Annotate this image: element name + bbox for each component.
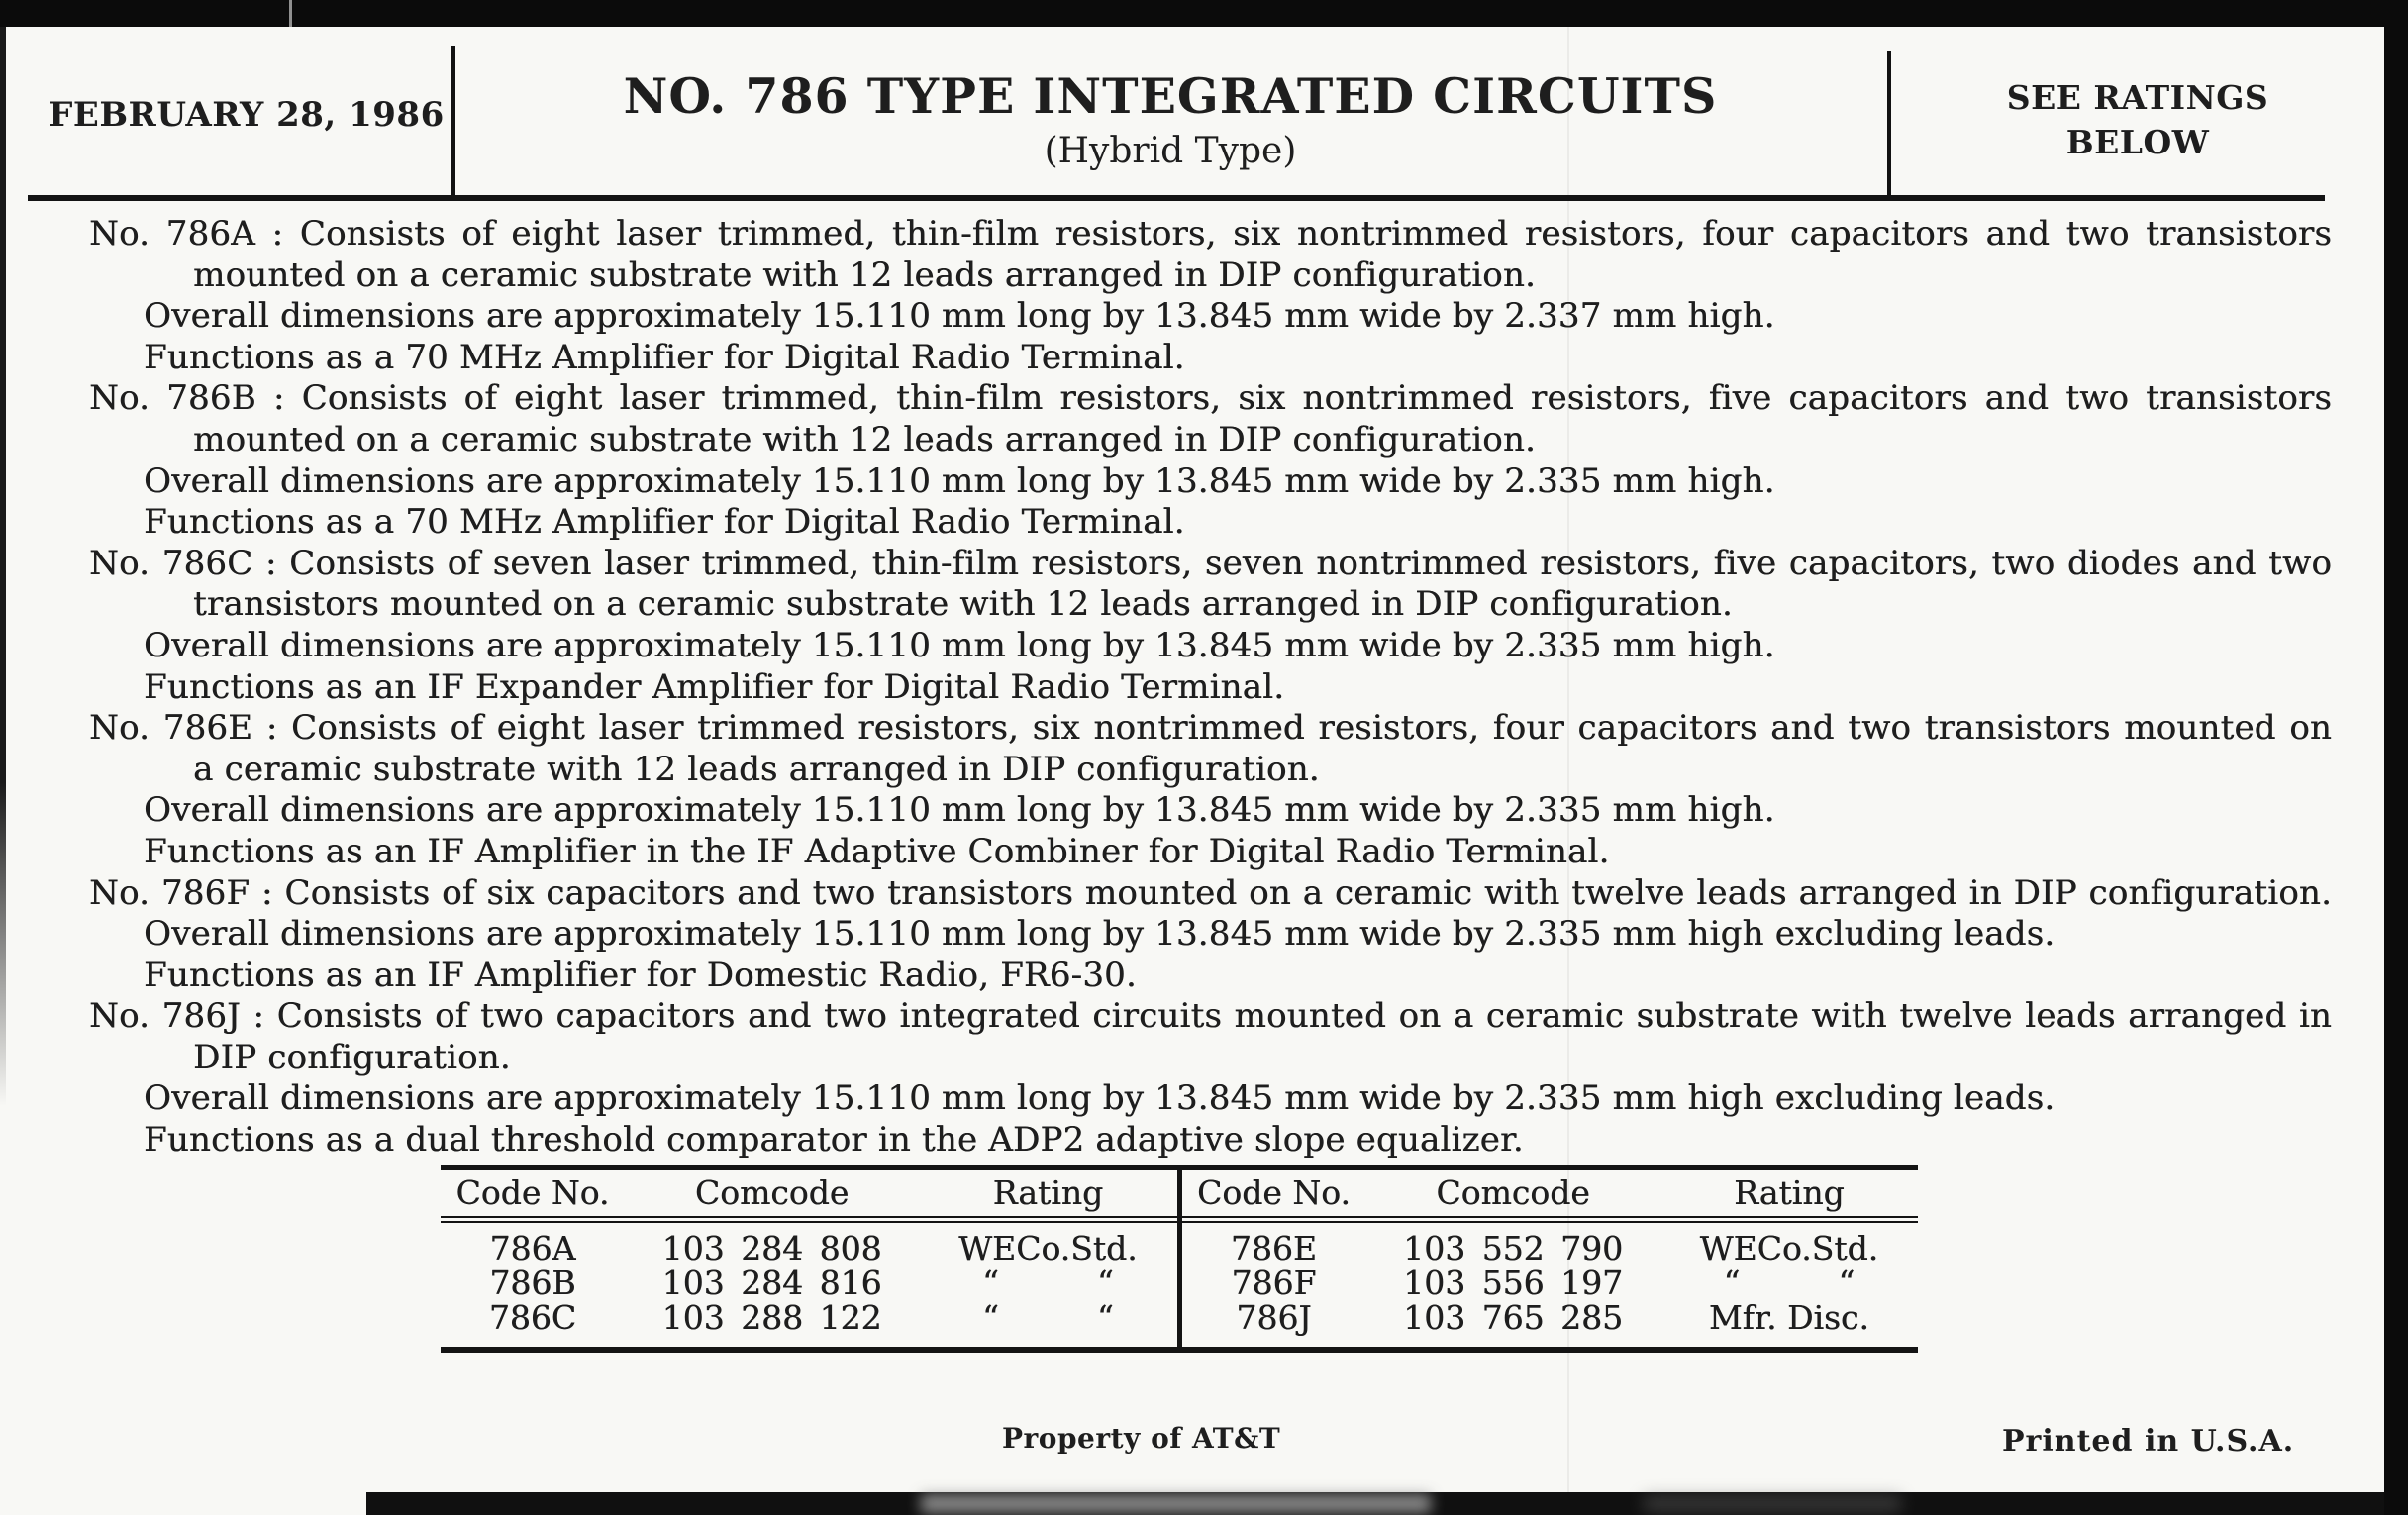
column-header: Code No. xyxy=(1196,1173,1351,1212)
scan-top-band xyxy=(0,0,2408,27)
body-line-786F: No. 786F : Consists of six capacitors an… xyxy=(89,872,2332,913)
body-line-786E: Overall dimensions are approximately 15.… xyxy=(144,790,1775,831)
table-cell: WECo.Std. xyxy=(1699,1229,1879,1267)
table-body: 786A 103 284 808 WECo.Std. 786B 103 284 816 “… xyxy=(441,1223,1177,1347)
page-title: NO. 786 TYPE INTEGRATED CIRCUITS xyxy=(623,67,1718,125)
column-header: Comcode xyxy=(694,1173,850,1212)
table-cell: 786F xyxy=(1231,1263,1317,1302)
body-line-786A: Overall dimensions are approximately 15.… xyxy=(144,296,1775,337)
body-line-786A: mounted on a ceramic substrate with 12 l… xyxy=(193,254,1536,295)
header-divider-left xyxy=(452,46,455,196)
body-line-786B: Overall dimensions are approximately 15.… xyxy=(144,460,1775,501)
table-header-row: Code No. Comcode Rating xyxy=(441,1170,1177,1223)
body-line-786C: transistors mounted on a ceramic substra… xyxy=(193,584,1733,625)
scan-fold-line xyxy=(1567,27,1569,1492)
table-row: 786B 103 284 816 “ “ xyxy=(441,1265,1177,1300)
column-header: Code No. xyxy=(455,1173,610,1212)
ratings-table: Code No. Comcode Rating 786A 103 284 808 WEC… xyxy=(441,1165,1918,1353)
scan-top-band-notch xyxy=(289,0,292,27)
page-subtitle: (Hybrid Type) xyxy=(1044,131,1297,171)
body-line-786F: Overall dimensions are approximately 15.… xyxy=(144,914,2056,955)
body-line-786J: Overall dimensions are approximately 15.… xyxy=(144,1078,2056,1119)
scan-bottom-smudge xyxy=(921,1494,1431,1513)
table-header-row: Code No. Comcode Rating xyxy=(1181,1170,1918,1223)
body-line-786B: No. 786B : Consists of eight laser trimm… xyxy=(89,378,2332,419)
document-date: FEBRUARY 28, 1986 xyxy=(49,95,445,135)
column-header: Rating xyxy=(1734,1173,1845,1212)
body-line-786J: Functions as a dual threshold comparator… xyxy=(144,1120,1524,1161)
body-line-786C: No. 786C : Consists of seven laser trimm… xyxy=(89,543,2332,583)
table-row: 786A 103 284 808 WECo.Std. xyxy=(441,1231,1177,1265)
body-line-786A: Functions as a 70 MHz Amplifier for Digi… xyxy=(144,337,1185,377)
table-cell: “ “ xyxy=(1723,1263,1856,1302)
table-row: 786F 103 556 197 “ “ xyxy=(1182,1265,1919,1300)
table-cell: 103 288 122 xyxy=(661,1298,882,1337)
table-cell: 103 556 197 xyxy=(1403,1263,1624,1302)
body: No. 786A : Consists of eight laser trimm… xyxy=(0,214,2408,1162)
table-cell: 786A xyxy=(489,1229,576,1267)
table-cell: 786E xyxy=(1230,1229,1317,1267)
header-divider-right xyxy=(1887,51,1891,196)
body-line-786E: No. 786E : Consists of eight laser trimm… xyxy=(89,708,2332,749)
column-header: Rating xyxy=(992,1173,1104,1212)
column-header: Comcode xyxy=(1436,1173,1590,1212)
body-line-786E: a ceramic substrate with 12 leads arrang… xyxy=(193,749,1320,789)
body-line-786F: Functions as an IF Amplifier for Domesti… xyxy=(144,955,1137,995)
table-cell: 103 552 790 xyxy=(1403,1229,1624,1267)
table-cell: 786J xyxy=(1236,1298,1312,1337)
table-cell: “ “ xyxy=(982,1298,1114,1337)
scan-left-edge xyxy=(0,27,6,1106)
ratings-note-line1: SEE RATINGS xyxy=(2006,78,2269,117)
table-row: 786E 103 552 790 WECo.Std. xyxy=(1182,1231,1919,1265)
body-line-786B: mounted on a ceramic substrate with 12 l… xyxy=(193,419,1536,459)
table-body: 786E 103 552 790 WECo.Std. 786F 103 556 197 “… xyxy=(1182,1223,1919,1347)
table-row: 786C 103 288 122 “ “ xyxy=(441,1300,1177,1335)
body-line-786A: No. 786A : Consists of eight laser trimm… xyxy=(89,214,2332,253)
table-cell: 786C xyxy=(488,1298,577,1337)
ratings-table-right: Code No. Comcode Rating 786E 103 552 790 WEC… xyxy=(1176,1170,1919,1347)
ratings-note-line2: BELOW xyxy=(2065,123,2210,161)
scan-right-edge xyxy=(2384,0,2408,1515)
scan-bottom-band xyxy=(366,1492,2384,1515)
property-notice: Property of AT&T xyxy=(1002,1422,1281,1455)
table-cell: 786B xyxy=(489,1263,576,1302)
table-cell: 103 765 285 xyxy=(1403,1298,1624,1337)
body-line-786C: Overall dimensions are approximately 15.… xyxy=(144,625,1775,665)
table-cell: WECo.Std. xyxy=(958,1229,1138,1267)
ratings-note: SEE RATINGS BELOW xyxy=(1889,75,2386,164)
table-cell: “ “ xyxy=(982,1263,1114,1302)
table-cell: Mfr. Disc. xyxy=(1708,1298,1869,1337)
body-line-786E: Functions as an IF Amplifier in the IF A… xyxy=(144,831,1610,871)
body-line-786B: Functions as a 70 MHz Amplifier for Digi… xyxy=(144,502,1185,543)
printed-notice: Printed in U.S.A. xyxy=(2002,1424,2295,1459)
table-row: 786J 103 765 285 Mfr. Disc. xyxy=(1182,1300,1919,1335)
body-line-786C: Functions as an IF Expander Amplifier fo… xyxy=(144,666,1285,707)
table-cell: 103 284 808 xyxy=(661,1229,882,1267)
ratings-table-left: Code No. Comcode Rating 786A 103 284 808 WEC… xyxy=(441,1170,1177,1347)
header-title-block: NO. 786 TYPE INTEGRATED CIRCUITS (Hybrid… xyxy=(453,0,1887,171)
body-line-786J: No. 786J : Consists of two capacitors an… xyxy=(89,996,2332,1037)
body-line-786J: DIP configuration. xyxy=(193,1037,511,1077)
table-cell: 103 284 816 xyxy=(661,1263,882,1302)
scan-bottom-smudge xyxy=(1644,1496,1901,1511)
header-rule xyxy=(28,195,2325,201)
